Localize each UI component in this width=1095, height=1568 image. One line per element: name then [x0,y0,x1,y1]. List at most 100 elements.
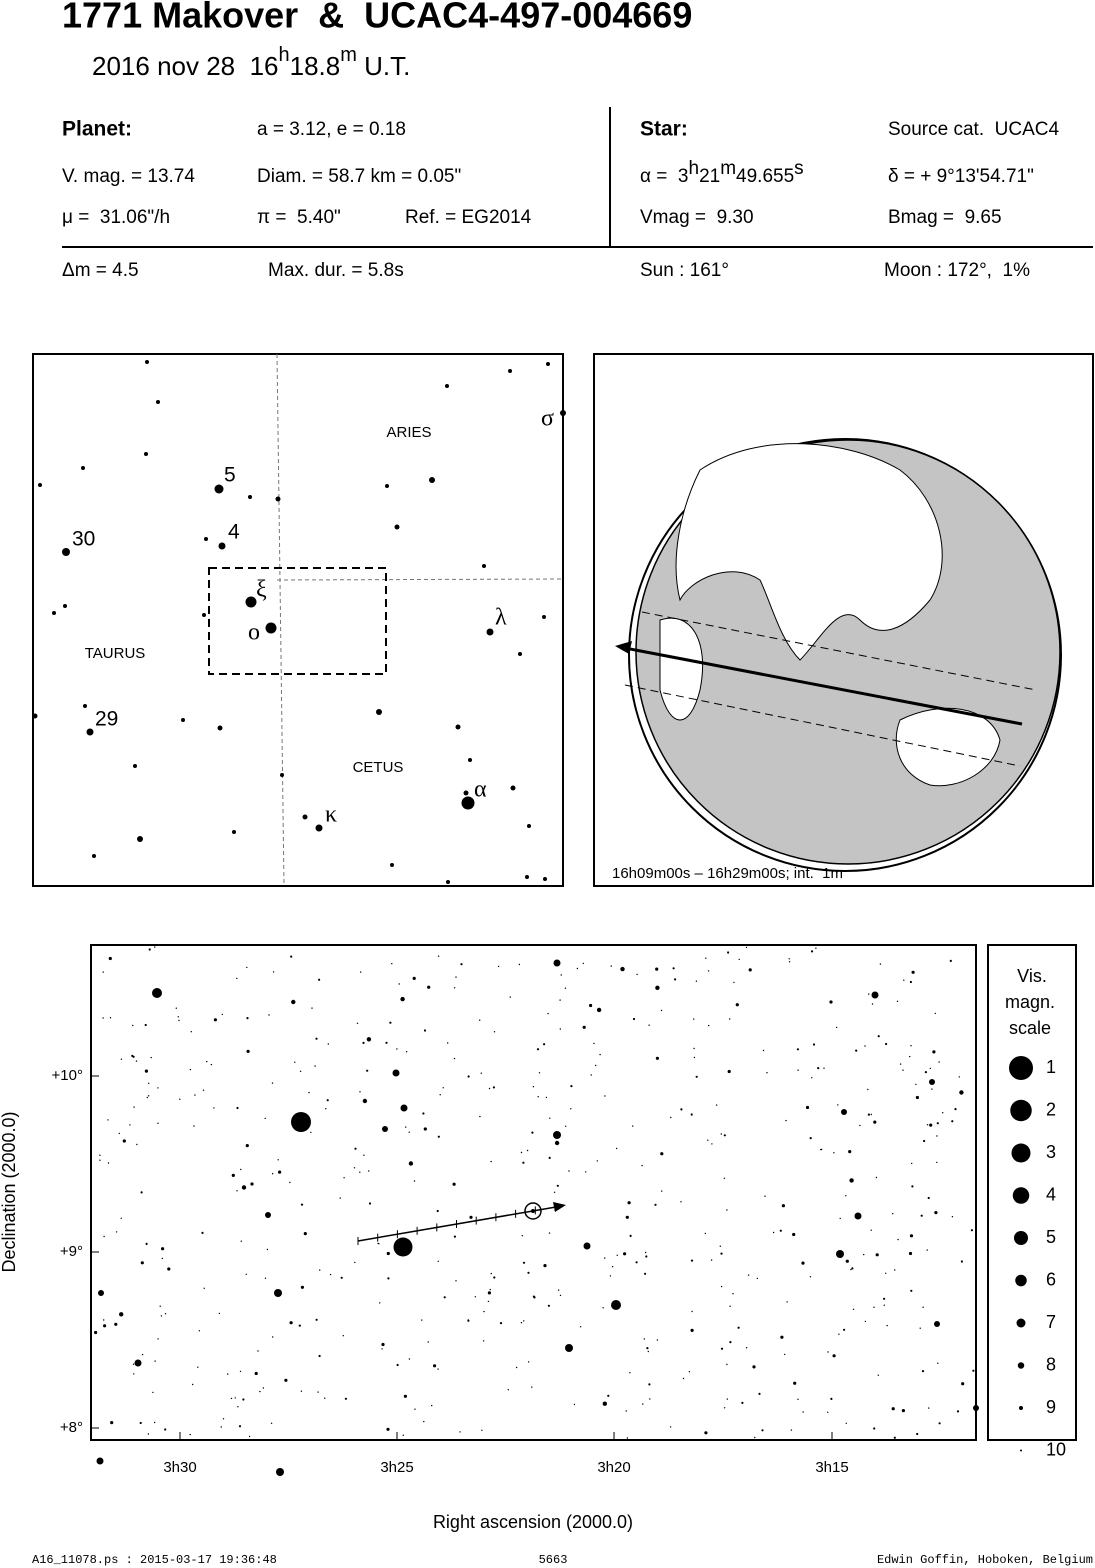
date-h: h [279,44,290,66]
field-star [837,1104,839,1106]
field-star [518,963,521,966]
field-star [140,1261,144,1265]
field-star [655,985,660,990]
field-star [625,1410,627,1412]
field-star [317,1391,319,1393]
field-star [954,1108,957,1111]
field-star [412,976,416,981]
field-star [589,1003,593,1008]
globe-frame [593,353,1094,887]
y-axis-label: Declination (2000.0) [0,1111,19,1272]
field-star [909,1234,914,1238]
legend-title: Vis. [1017,966,1047,986]
constellation: TAURUS [85,645,146,662]
date: 2016 nov 28 16h18.8m U.T. [92,44,410,81]
field-star [342,1335,344,1337]
legend-dot [1019,1406,1023,1410]
field-star [908,1251,913,1256]
field-star [427,1341,429,1343]
field-star [660,1009,663,1012]
field-star [509,996,511,998]
field-star [938,1422,941,1425]
field-star [879,963,882,965]
field-star [490,1272,492,1275]
field-star [437,1135,440,1138]
field-star [707,970,710,972]
field-star [961,1382,965,1386]
field-star [780,1335,784,1339]
field-star [533,1296,536,1299]
field-star [154,946,156,948]
field-star [897,1238,899,1241]
finder-frame [32,353,564,887]
field-star [164,1428,167,1431]
field-star [788,958,790,960]
field-star [911,970,915,974]
field-star [921,1370,925,1373]
field-star [593,1042,595,1045]
field-star [246,1049,250,1053]
field-star [926,1249,928,1251]
field-star [381,1348,383,1350]
star-label: κ [325,802,337,828]
field-star [300,1285,304,1289]
field-star [250,1182,254,1186]
field-star [805,1105,810,1110]
star-label: Star: [640,118,688,141]
field-star [752,1365,756,1369]
field-star [368,1202,372,1205]
field-star [723,1134,726,1137]
field-star [695,980,698,982]
field-star [148,1082,150,1085]
field-star [632,1017,636,1021]
field-star [452,1182,456,1186]
title: 1771 Makover & UCAC4-497-004669 [62,0,692,36]
field-star [167,1267,171,1271]
field-star [959,1090,964,1095]
field-star [845,1195,847,1197]
field-star [222,1418,225,1420]
field-star [236,977,238,980]
field-star [487,1300,490,1303]
field-star [902,1069,904,1071]
bright-stars [96,959,979,1476]
field-star [271,1173,274,1175]
field-star [951,1120,954,1123]
field-star [868,993,870,995]
field-star [236,1190,238,1192]
field-star [745,946,748,949]
field-star [278,1170,282,1174]
date-ut: U.T. [357,51,410,81]
field-star [238,1425,242,1428]
field-star [220,1426,222,1428]
field-star [408,1161,414,1166]
field-star [911,1185,914,1188]
field-star [343,1177,345,1179]
footer-number: 5663 [539,1553,568,1567]
field-star [443,1296,446,1299]
field-star [909,980,913,984]
ra-sec: 49.655 [736,166,794,187]
field-star [830,1397,833,1400]
axis-ticks [91,1075,833,1440]
field-star [129,1124,131,1126]
field-star [271,1082,274,1084]
field-star [938,1061,940,1063]
field-star [210,1063,213,1066]
field-star [823,1067,825,1069]
field-star [487,1291,491,1295]
field-star [655,1056,660,1060]
field-star [788,961,791,963]
field-star [259,1390,261,1393]
field-star [359,1091,361,1093]
field-star [901,1409,906,1413]
constellation: CETUS [353,759,404,776]
legend-dot [1014,1231,1028,1245]
legend-items: 1 2 3 4 5 6 7 8 9 10 [1009,1056,1066,1459]
star-label: ο [248,620,260,646]
field-star [934,1012,936,1015]
field-star [570,1108,572,1110]
field-star [493,1276,496,1279]
field-star [118,1132,121,1135]
field-star [190,1031,192,1033]
